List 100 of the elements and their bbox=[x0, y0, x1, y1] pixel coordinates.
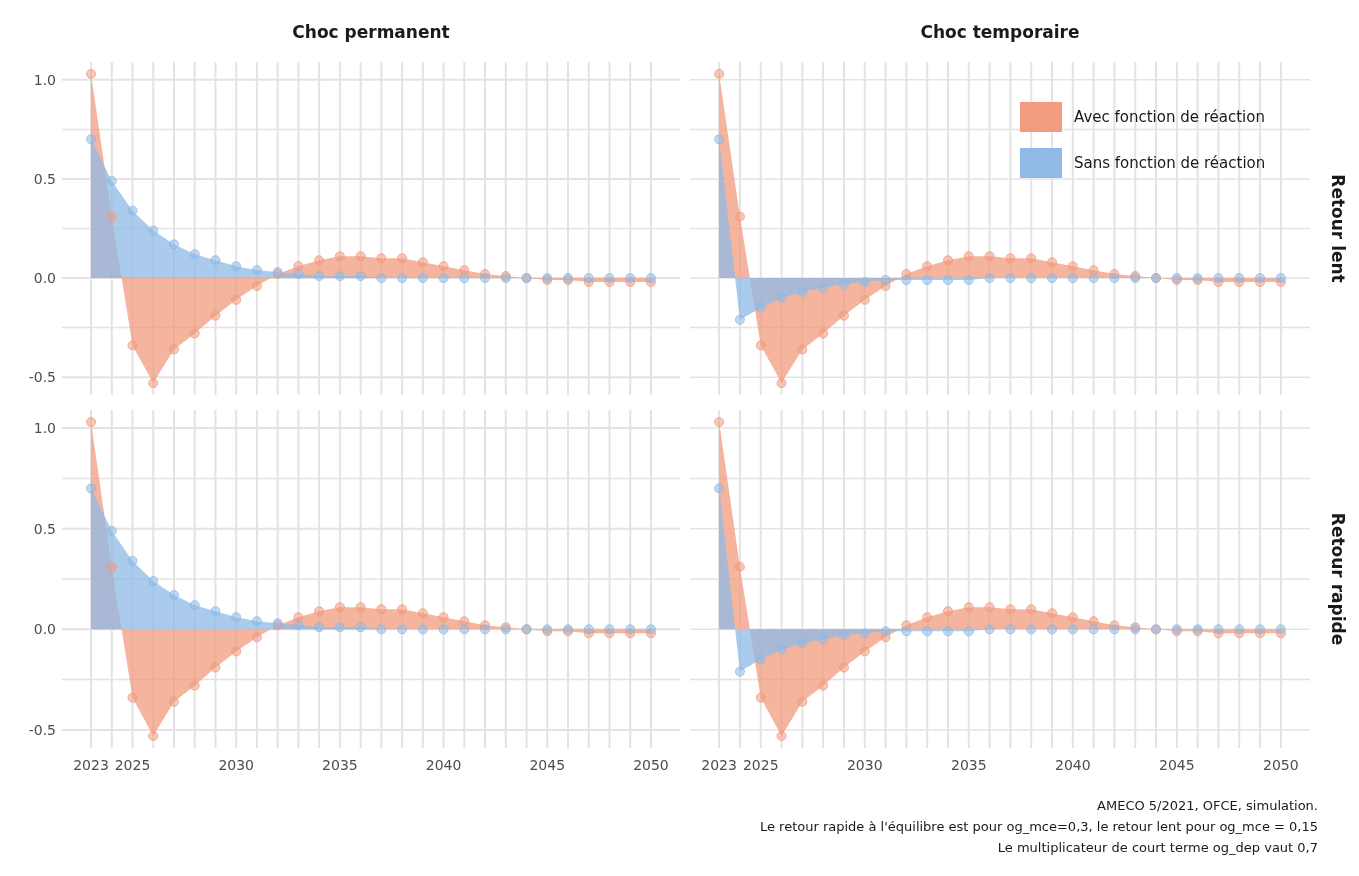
point bbox=[1255, 624, 1266, 635]
point bbox=[1088, 265, 1099, 276]
point bbox=[625, 624, 636, 635]
point bbox=[459, 616, 470, 627]
point bbox=[734, 211, 745, 222]
point bbox=[776, 378, 787, 389]
x-tick-label: 2045 bbox=[1159, 757, 1195, 773]
point bbox=[1234, 624, 1245, 635]
point bbox=[355, 622, 366, 633]
point bbox=[376, 624, 387, 635]
point bbox=[755, 340, 766, 351]
legend-label: Sans fonction de réaction bbox=[1074, 154, 1266, 173]
point bbox=[755, 692, 766, 703]
point bbox=[314, 255, 325, 266]
point bbox=[231, 612, 242, 623]
point bbox=[210, 606, 221, 617]
y-tick-label: 1.0 bbox=[33, 71, 56, 88]
point bbox=[293, 261, 304, 272]
point bbox=[963, 602, 974, 613]
point bbox=[334, 251, 345, 262]
x-tick-label: 2030 bbox=[218, 757, 255, 773]
point bbox=[838, 630, 849, 641]
point bbox=[922, 261, 933, 272]
point bbox=[942, 606, 953, 617]
point bbox=[1088, 624, 1099, 635]
x-tick-label: 2045 bbox=[529, 757, 566, 773]
point bbox=[859, 628, 870, 639]
legend-label: Avec fonction de réaction bbox=[1074, 108, 1265, 127]
point bbox=[438, 273, 449, 284]
point bbox=[334, 271, 345, 282]
point bbox=[838, 310, 849, 321]
point bbox=[251, 616, 262, 627]
point bbox=[127, 205, 138, 216]
point bbox=[776, 292, 787, 303]
point bbox=[1067, 273, 1078, 284]
point bbox=[984, 273, 995, 284]
point bbox=[86, 483, 97, 494]
point bbox=[127, 692, 138, 703]
point bbox=[625, 273, 636, 284]
point bbox=[355, 602, 366, 613]
point bbox=[86, 68, 97, 79]
point bbox=[901, 626, 912, 637]
point bbox=[189, 328, 200, 339]
point bbox=[376, 253, 387, 264]
point bbox=[1109, 273, 1120, 284]
x-tick-label: 2040 bbox=[425, 757, 462, 773]
point bbox=[106, 525, 117, 536]
point bbox=[1234, 273, 1245, 284]
point bbox=[755, 654, 766, 665]
point bbox=[1067, 624, 1078, 635]
point bbox=[755, 302, 766, 313]
point bbox=[880, 626, 891, 637]
point bbox=[922, 612, 933, 623]
point bbox=[942, 626, 953, 637]
y-tick-label: 1.0 bbox=[33, 420, 56, 437]
point bbox=[417, 257, 428, 268]
point bbox=[1026, 604, 1037, 615]
point bbox=[963, 275, 974, 286]
point bbox=[1005, 273, 1016, 284]
point bbox=[168, 239, 179, 250]
point bbox=[397, 604, 408, 615]
point bbox=[355, 251, 366, 262]
point bbox=[734, 314, 745, 325]
x-tick-label: 2040 bbox=[1055, 757, 1091, 773]
point bbox=[797, 638, 808, 649]
point bbox=[583, 624, 594, 635]
point bbox=[480, 273, 491, 284]
point bbox=[231, 261, 242, 272]
point bbox=[1005, 253, 1016, 264]
point bbox=[797, 286, 808, 297]
point bbox=[168, 696, 179, 707]
point bbox=[314, 606, 325, 617]
point bbox=[922, 626, 933, 637]
point bbox=[1005, 624, 1016, 635]
point bbox=[963, 251, 974, 262]
point bbox=[334, 622, 345, 633]
x-tick-label: 2035 bbox=[950, 757, 987, 773]
x-tick-label: 2023 bbox=[701, 757, 737, 773]
point bbox=[1275, 624, 1286, 635]
point bbox=[984, 602, 995, 613]
point bbox=[1275, 273, 1286, 284]
x-tick-label: 2050 bbox=[1263, 757, 1299, 773]
point bbox=[189, 680, 200, 691]
point bbox=[714, 417, 725, 428]
point bbox=[459, 624, 470, 635]
point bbox=[397, 253, 408, 264]
point bbox=[859, 294, 870, 305]
point bbox=[106, 175, 117, 186]
point bbox=[314, 622, 325, 633]
point bbox=[818, 680, 829, 691]
point bbox=[251, 280, 262, 291]
point bbox=[231, 646, 242, 657]
point bbox=[438, 624, 449, 635]
point bbox=[106, 211, 117, 222]
point bbox=[210, 662, 221, 673]
point bbox=[1067, 612, 1078, 623]
point bbox=[984, 251, 995, 262]
y-tick-label: 0.0 bbox=[33, 269, 56, 286]
point bbox=[776, 730, 787, 741]
point bbox=[818, 634, 829, 645]
